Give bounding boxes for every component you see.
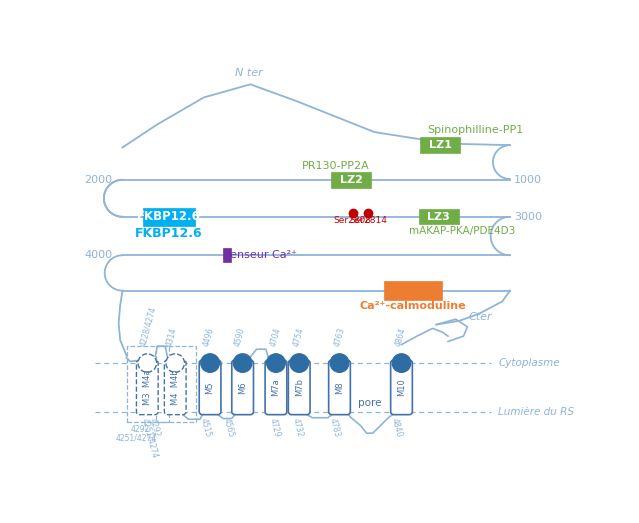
Text: 4292: 4292 <box>131 425 150 434</box>
Text: LZ1: LZ1 <box>429 140 452 150</box>
FancyBboxPatch shape <box>390 360 412 415</box>
Text: M4  M4b: M4 M4b <box>171 370 180 405</box>
Text: 4000: 4000 <box>84 251 112 260</box>
Text: 4840: 4840 <box>390 417 404 438</box>
Text: 4729: 4729 <box>268 417 281 438</box>
Circle shape <box>138 354 157 372</box>
FancyBboxPatch shape <box>328 360 350 415</box>
Text: 4251/4274: 4251/4274 <box>116 434 157 443</box>
Circle shape <box>330 354 349 372</box>
FancyBboxPatch shape <box>223 248 231 262</box>
Text: Cytoplasme: Cytoplasme <box>498 358 560 368</box>
Text: 4515: 4515 <box>199 417 212 438</box>
Text: 4704: 4704 <box>269 326 282 348</box>
Text: M7b: M7b <box>295 378 304 396</box>
Text: Ser2814: Ser2814 <box>350 216 387 225</box>
Text: M3  M4a: M3 M4a <box>142 370 152 405</box>
Text: N ter: N ter <box>235 68 263 78</box>
Text: FKBP12.6: FKBP12.6 <box>135 227 203 240</box>
Text: 4228/4274: 4228/4274 <box>138 305 157 348</box>
FancyBboxPatch shape <box>232 360 254 415</box>
FancyBboxPatch shape <box>331 172 371 188</box>
FancyBboxPatch shape <box>288 360 310 415</box>
FancyBboxPatch shape <box>137 360 158 415</box>
Circle shape <box>266 354 285 372</box>
Text: 4763: 4763 <box>334 326 347 348</box>
Text: M8: M8 <box>335 381 344 394</box>
FancyBboxPatch shape <box>385 281 442 300</box>
Text: 4496: 4496 <box>203 326 216 348</box>
Text: 2000: 2000 <box>84 175 112 185</box>
Text: 4251/4274: 4251/4274 <box>141 417 160 459</box>
Text: pore: pore <box>358 397 381 408</box>
Text: PR130-PP2A: PR130-PP2A <box>302 161 369 171</box>
Circle shape <box>392 354 411 372</box>
Text: 3000: 3000 <box>514 212 542 222</box>
Text: LZ3: LZ3 <box>427 212 450 222</box>
Text: LZ2: LZ2 <box>340 175 362 185</box>
Text: Lumière du RS: Lumière du RS <box>498 406 574 417</box>
FancyBboxPatch shape <box>420 138 461 153</box>
Text: 4732: 4732 <box>291 417 304 438</box>
Text: 4590: 4590 <box>233 326 247 348</box>
FancyBboxPatch shape <box>419 209 459 224</box>
Text: 4565: 4565 <box>222 417 235 438</box>
Text: M6: M6 <box>238 381 247 394</box>
FancyBboxPatch shape <box>143 208 195 226</box>
FancyBboxPatch shape <box>164 360 186 415</box>
Text: Senseur Ca²⁺: Senseur Ca²⁺ <box>222 251 296 260</box>
Text: mAKAP-PKA/PDE4D3: mAKAP-PKA/PDE4D3 <box>409 225 515 236</box>
Text: 4314: 4314 <box>165 327 179 348</box>
Text: 1000: 1000 <box>514 175 542 185</box>
Text: Cter: Cter <box>469 312 493 322</box>
Text: M5: M5 <box>206 381 215 394</box>
Circle shape <box>166 354 185 372</box>
Text: M7a: M7a <box>272 379 281 396</box>
Circle shape <box>201 354 219 372</box>
Text: Ca²⁺-calmoduline: Ca²⁺-calmoduline <box>360 301 466 311</box>
Text: M10: M10 <box>397 379 406 396</box>
Text: 4292: 4292 <box>148 417 161 438</box>
Text: Ser2808: Ser2808 <box>334 216 372 225</box>
Text: 4783: 4783 <box>328 417 342 438</box>
Text: FKBP12.6: FKBP12.6 <box>137 210 201 223</box>
FancyBboxPatch shape <box>265 360 287 415</box>
Text: Spinophilline-PP1: Spinophilline-PP1 <box>427 125 523 135</box>
Circle shape <box>233 354 252 372</box>
Text: 4864: 4864 <box>394 327 408 348</box>
Circle shape <box>290 354 309 372</box>
Text: 4754: 4754 <box>292 326 306 348</box>
FancyBboxPatch shape <box>199 360 221 415</box>
